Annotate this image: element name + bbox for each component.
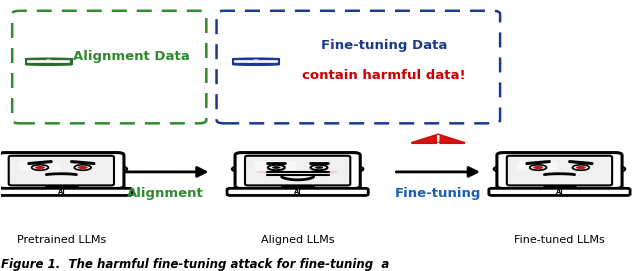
FancyBboxPatch shape [282, 186, 314, 190]
Text: Fine-tuned LLMs: Fine-tuned LLMs [514, 235, 605, 245]
Ellipse shape [26, 62, 72, 64]
Ellipse shape [35, 166, 45, 169]
Ellipse shape [298, 153, 318, 156]
Ellipse shape [233, 60, 279, 61]
Ellipse shape [580, 153, 600, 156]
Ellipse shape [82, 153, 102, 156]
Text: Fine-tuning: Fine-tuning [395, 187, 481, 200]
Ellipse shape [268, 165, 285, 170]
FancyBboxPatch shape [0, 153, 124, 189]
FancyBboxPatch shape [255, 161, 296, 170]
Ellipse shape [257, 171, 271, 173]
FancyBboxPatch shape [516, 161, 557, 170]
Ellipse shape [26, 59, 72, 60]
Ellipse shape [26, 63, 72, 65]
Text: Figure 1.  The harmful fine-tuning attack for fine-tuning  a: Figure 1. The harmful fine-tuning attack… [1, 259, 389, 271]
Ellipse shape [77, 166, 88, 169]
Ellipse shape [0, 167, 6, 171]
FancyBboxPatch shape [489, 188, 630, 195]
FancyBboxPatch shape [233, 62, 279, 63]
Ellipse shape [518, 153, 539, 156]
Text: Alignment Data: Alignment Data [73, 50, 190, 63]
Text: Pretrained LLMs: Pretrained LLMs [17, 235, 106, 245]
Ellipse shape [533, 166, 543, 169]
FancyBboxPatch shape [26, 60, 72, 62]
Text: AI: AI [58, 189, 65, 195]
Text: Alignment: Alignment [127, 187, 203, 200]
Ellipse shape [324, 171, 339, 173]
Text: AI: AI [294, 189, 301, 195]
Text: Aligned LLMs: Aligned LLMs [261, 235, 334, 245]
FancyBboxPatch shape [26, 59, 72, 64]
Text: AI: AI [556, 189, 563, 195]
Ellipse shape [117, 167, 127, 171]
FancyBboxPatch shape [233, 60, 279, 62]
Text: !: ! [435, 134, 442, 148]
Ellipse shape [31, 165, 49, 170]
Ellipse shape [493, 167, 504, 171]
FancyBboxPatch shape [9, 156, 114, 185]
Ellipse shape [572, 165, 589, 170]
Ellipse shape [253, 59, 259, 60]
Ellipse shape [277, 153, 298, 156]
Polygon shape [412, 134, 465, 143]
FancyBboxPatch shape [227, 188, 368, 195]
Ellipse shape [232, 167, 242, 171]
FancyBboxPatch shape [26, 59, 72, 60]
Ellipse shape [576, 166, 586, 169]
Ellipse shape [26, 61, 72, 63]
FancyBboxPatch shape [507, 156, 612, 185]
Text: contain harmful data!: contain harmful data! [302, 69, 466, 82]
Text: Fine-tuning Data: Fine-tuning Data [321, 39, 447, 52]
FancyBboxPatch shape [19, 161, 60, 170]
Ellipse shape [310, 165, 328, 170]
FancyBboxPatch shape [233, 59, 279, 64]
Ellipse shape [530, 165, 547, 170]
FancyBboxPatch shape [497, 153, 622, 189]
Ellipse shape [26, 60, 72, 61]
Ellipse shape [615, 167, 625, 171]
Ellipse shape [257, 153, 277, 156]
Ellipse shape [233, 62, 279, 64]
FancyBboxPatch shape [233, 59, 279, 60]
FancyBboxPatch shape [544, 186, 575, 190]
FancyBboxPatch shape [235, 153, 360, 189]
FancyBboxPatch shape [45, 186, 77, 190]
FancyBboxPatch shape [26, 62, 72, 63]
Ellipse shape [559, 153, 580, 156]
Ellipse shape [540, 153, 559, 156]
Ellipse shape [272, 166, 280, 169]
Ellipse shape [315, 166, 323, 169]
Ellipse shape [233, 61, 279, 63]
Ellipse shape [74, 165, 91, 170]
FancyBboxPatch shape [245, 156, 350, 185]
Ellipse shape [353, 167, 364, 171]
Ellipse shape [233, 59, 279, 60]
Ellipse shape [233, 63, 279, 65]
Ellipse shape [319, 153, 339, 156]
Ellipse shape [41, 153, 61, 156]
Ellipse shape [20, 153, 40, 156]
Ellipse shape [61, 153, 81, 156]
Ellipse shape [45, 59, 51, 60]
FancyBboxPatch shape [0, 188, 132, 195]
